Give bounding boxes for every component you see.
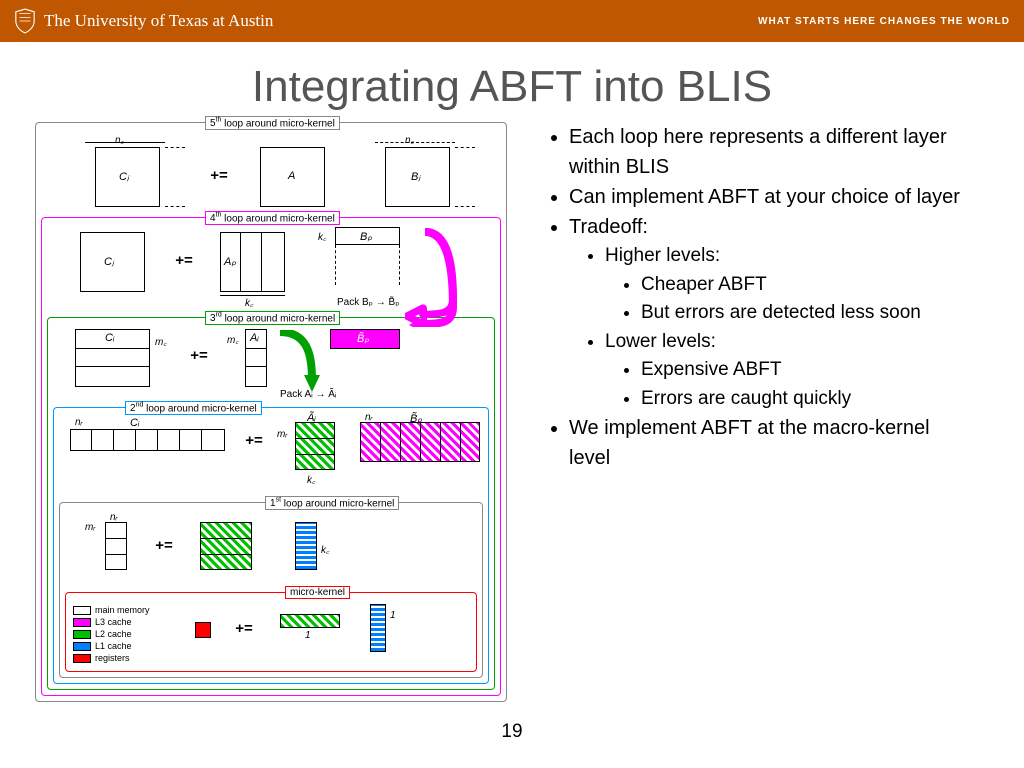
bullet-3b2: Errors are caught quickly: [641, 385, 975, 414]
bullet-3a1: Cheaper ABFT: [641, 271, 975, 300]
dim-mr-2: mᵣ: [277, 429, 287, 440]
cache-legend: main memory L3 cache L2 cache L1 cache r…: [73, 604, 150, 664]
tagline: WHAT STARTS HERE CHANGES THE WORLD: [758, 16, 1010, 27]
lbl-Ap-4: Aₚ: [224, 255, 236, 268]
slide-header: The University of Texas at Austin WHAT S…: [0, 0, 1024, 42]
lbl-Cj-5: Cⱼ: [119, 170, 129, 183]
lbl-Ci-2: Cᵢ: [130, 417, 139, 429]
university-brand: The University of Texas at Austin: [14, 8, 273, 34]
pluseq-2: +=: [245, 432, 263, 449]
dim-nr-2: nᵣ: [75, 417, 82, 428]
mat-Ai-tilde-2: [295, 422, 335, 470]
slide-content: 5th loop around micro-kernel 4th loop ar…: [0, 112, 1024, 712]
bullet-2: Can implement ABFT at your choice of lay…: [569, 182, 975, 212]
lbl-Bp-tilde-2: B̃ₚ: [410, 412, 422, 425]
dim-nc-2: n꜀: [405, 132, 414, 146]
pluseq-3: +=: [190, 347, 208, 364]
loop1-label: 1st loop around micro-kernel: [265, 496, 399, 510]
mat-A-mk: [280, 614, 340, 628]
mat-C-mk: [195, 622, 211, 638]
bullet-3a: Higher levels: Cheaper ABFT But errors a…: [605, 242, 975, 328]
lbl-Ci-3: Cᵢ: [105, 332, 114, 344]
lbl-Bj-5: Bⱼ: [411, 170, 420, 183]
loop5-label: 5th loop around micro-kernel: [205, 116, 340, 130]
page-number: 19: [501, 721, 522, 743]
bullet-4: We implement ABFT at the macro-kernel le…: [569, 413, 975, 473]
dim-kc-4b: k꜀: [245, 295, 253, 309]
dim-kc-2: k꜀: [307, 472, 315, 486]
pack-b-arrow-icon: [405, 227, 460, 327]
dim-one-b: 1: [390, 610, 396, 621]
bullet-3b: Lower levels: Expensive ABFT Errors are …: [605, 328, 975, 414]
lbl-Ai-3: Aᵢ: [250, 332, 259, 344]
mat-B-1: [295, 522, 317, 570]
ut-shield-icon: [14, 8, 36, 34]
slide-title: Integrating ABFT into BLIS: [0, 62, 1024, 112]
bullet-list: Each loop here represents a different la…: [515, 122, 975, 712]
pack-A-label: Pack Aᵢ → Ãᵢ: [280, 389, 337, 400]
pluseq-1: +=: [155, 537, 173, 554]
micro-kernel-label: micro-kernel: [285, 586, 350, 599]
mat-A-1: [200, 522, 252, 570]
pluseq-4: +=: [175, 252, 193, 269]
dim-mc-3: m꜀: [155, 334, 167, 348]
dim-nc-1: n꜀: [115, 132, 124, 146]
pluseq-5: +=: [210, 167, 228, 184]
mat-B-mk: [370, 604, 386, 652]
loop3-label: 3rd loop around micro-kernel: [205, 311, 340, 325]
loop4-label: 4th loop around micro-kernel: [205, 211, 340, 225]
dim-one-a: 1: [305, 630, 311, 641]
dim-kc-4: k꜀: [318, 229, 326, 243]
lbl-Ai-tilde-2: Ãᵢ: [307, 412, 316, 424]
lbl-Bp-tilde-3: B̃ₚ: [357, 332, 369, 345]
pack-a-arrow-icon: [270, 330, 320, 395]
dim-mc-3b: m꜀: [227, 332, 239, 346]
pack-B-label: Pack Bₚ → B̃ₚ: [337, 297, 399, 308]
mat-C-1: [105, 522, 127, 570]
university-name: The University of Texas at Austin: [44, 11, 273, 31]
bullet-1: Each loop here represents a different la…: [569, 122, 975, 182]
dim-kc-1: k꜀: [321, 542, 329, 556]
lbl-Bp-4: Bₚ: [360, 230, 372, 243]
lbl-A-5: A: [288, 170, 295, 182]
pluseq-mk: +=: [235, 620, 253, 637]
lbl-Cj-4: Cⱼ: [104, 255, 114, 268]
dim-mr-1: mᵣ: [85, 522, 95, 533]
bullet-3a2: But errors are detected less soon: [641, 299, 975, 328]
blis-loop-diagram: 5th loop around micro-kernel 4th loop ar…: [35, 122, 515, 712]
bullet-3b1: Expensive ABFT: [641, 356, 975, 385]
bullet-3: Tradeoff: Higher levels: Cheaper ABFT Bu…: [569, 212, 975, 413]
loop2-label: 2nd loop around micro-kernel: [125, 401, 262, 415]
